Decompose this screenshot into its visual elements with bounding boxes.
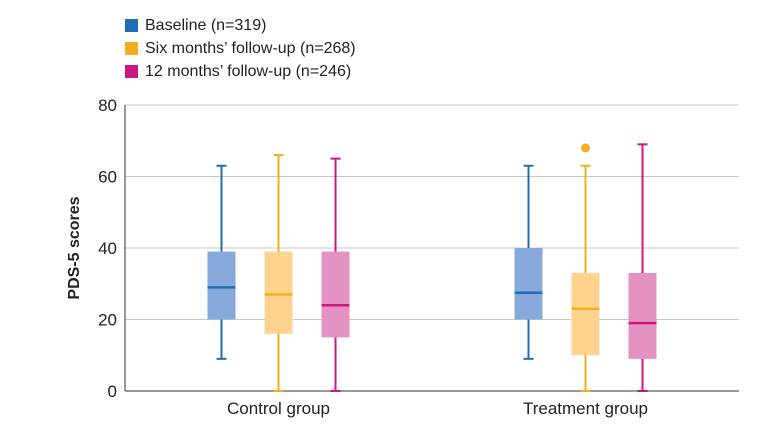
box-1-2-iqr xyxy=(628,273,657,359)
legend-swatch-baseline xyxy=(125,19,138,32)
legend-label-twelve-months: 12 months’ follow-up (n=246) xyxy=(145,62,352,80)
box-1-1-outlier-0 xyxy=(581,143,590,153)
legend: Baseline (n=319) Six months’ follow-up (… xyxy=(125,14,356,83)
y-tick-label-0: 0 xyxy=(108,382,117,401)
legend-item-baseline: Baseline (n=319) xyxy=(125,14,356,37)
box-0-1-iqr xyxy=(264,251,293,334)
box-0-0-iqr xyxy=(207,251,236,320)
legend-item-six-months: Six months’ follow-up (n=268) xyxy=(125,37,356,60)
legend-swatch-twelve-months xyxy=(125,65,138,78)
legend-swatch-six-months xyxy=(125,42,138,55)
y-tick-label-40: 40 xyxy=(98,239,117,258)
y-tick-label-20: 20 xyxy=(98,311,117,330)
legend-label-six-months: Six months’ follow-up (n=268) xyxy=(145,39,356,57)
box-1-0-iqr xyxy=(514,248,543,320)
y-tick-label-80: 80 xyxy=(98,96,117,115)
legend-label-baseline: Baseline (n=319) xyxy=(145,16,267,34)
x-category-label-1: Treatment group xyxy=(523,399,648,418)
y-axis-label: PDS-5 scores xyxy=(66,196,83,299)
box-1-1-iqr xyxy=(571,273,600,356)
box-0-2-iqr xyxy=(321,251,350,338)
x-category-label-0: Control group xyxy=(227,399,330,418)
y-tick-label-60: 60 xyxy=(98,168,117,187)
legend-item-twelve-months: 12 months’ follow-up (n=246) xyxy=(125,60,356,83)
